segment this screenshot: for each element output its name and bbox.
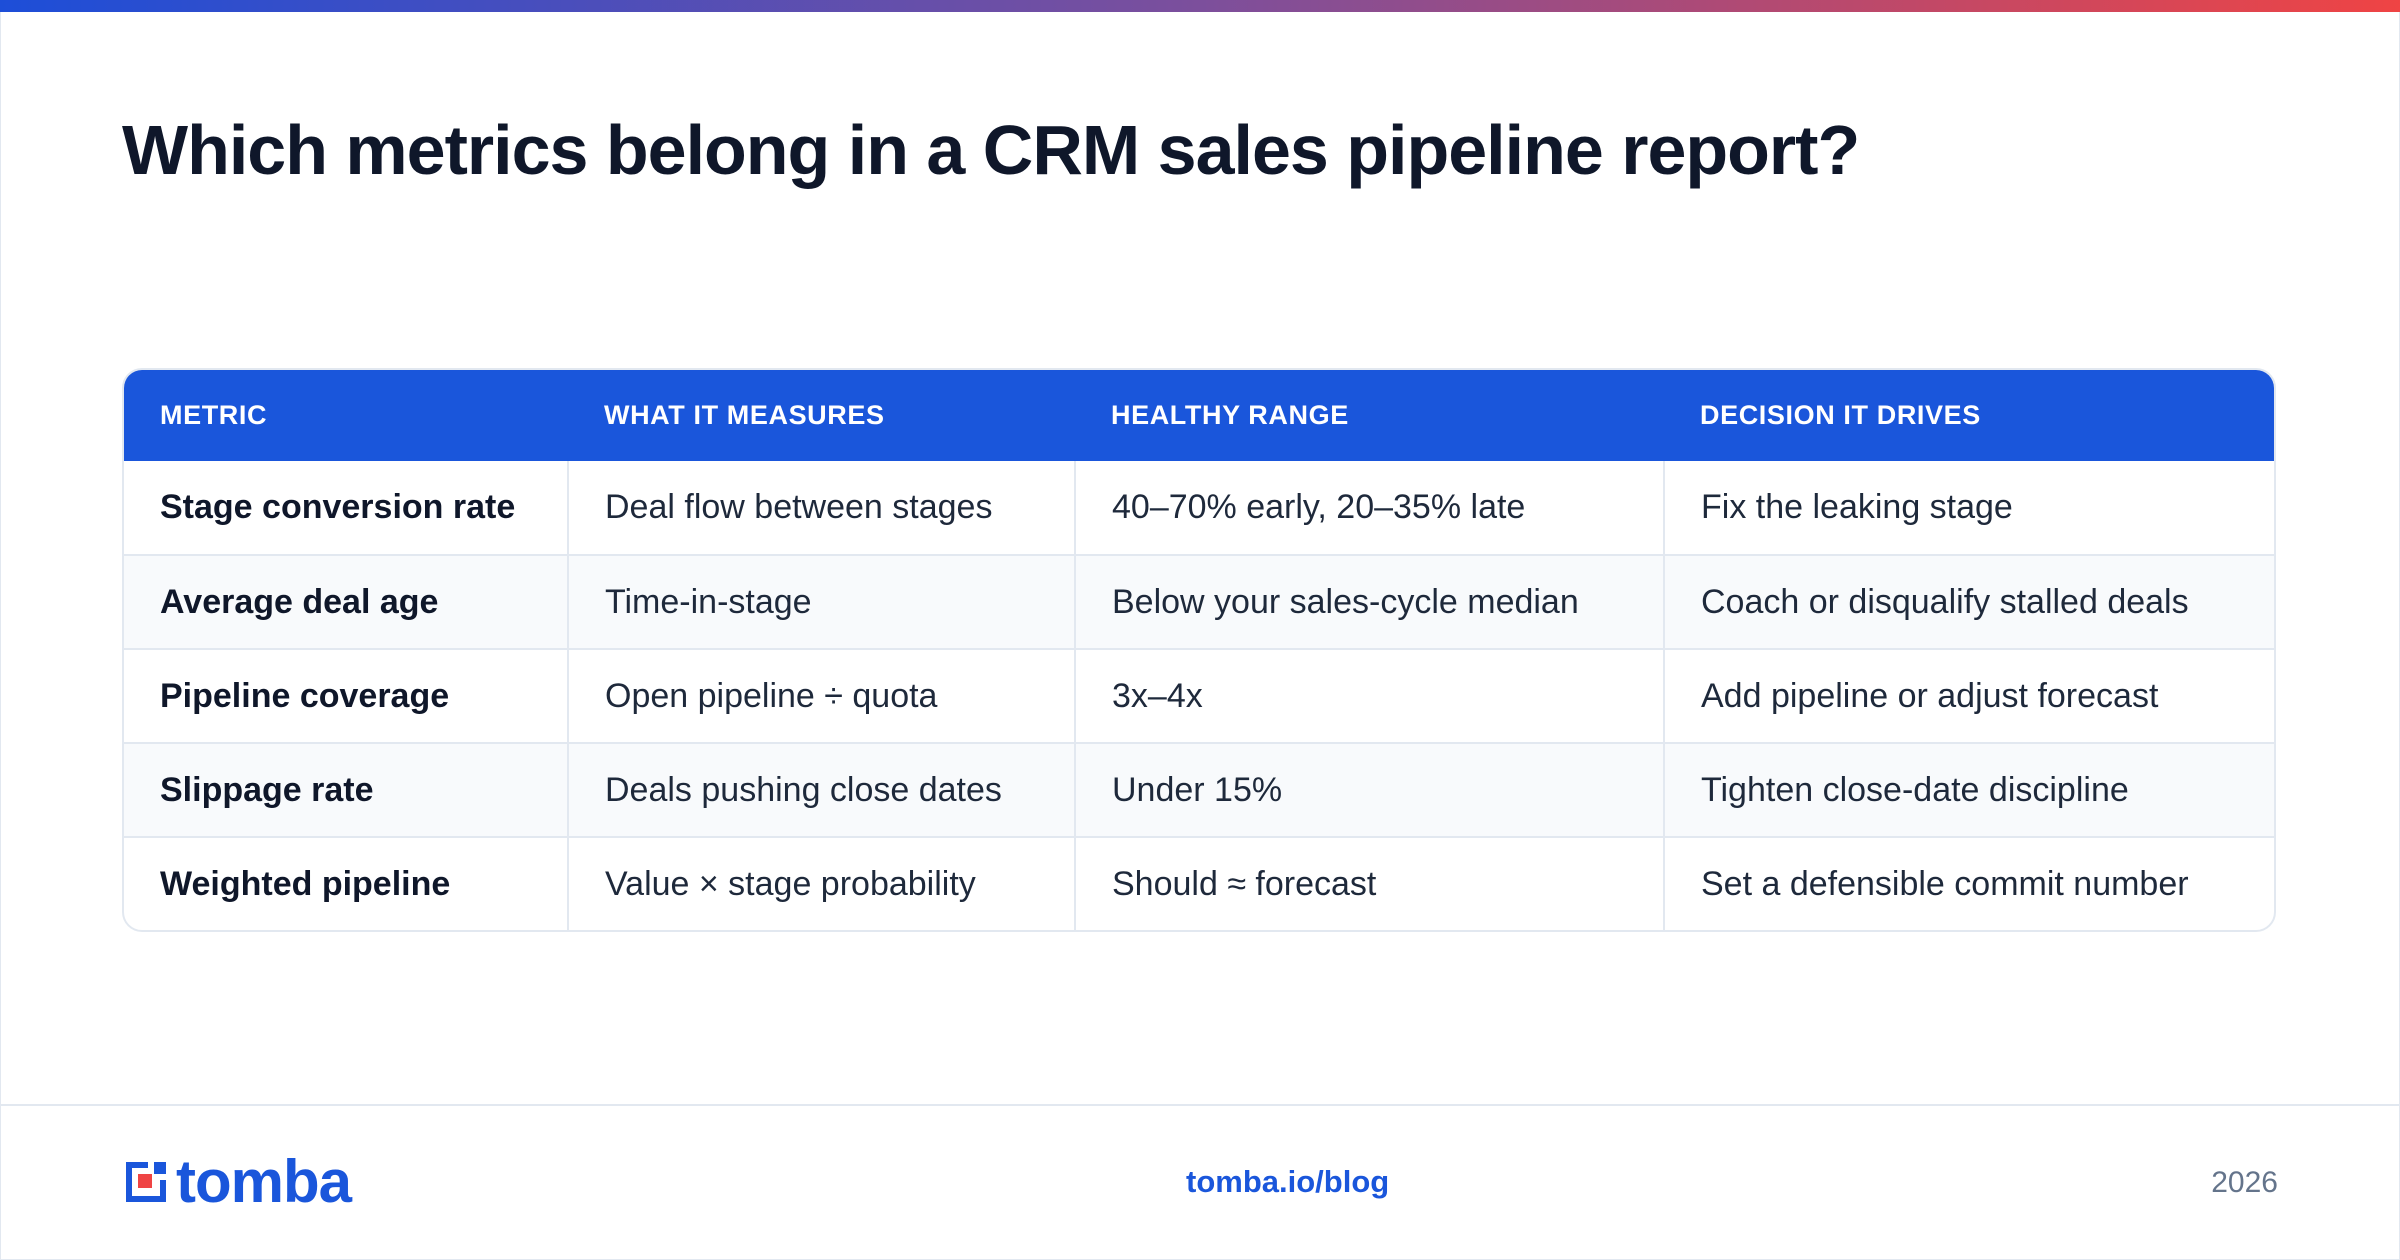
metrics-table-container: METRIC WHAT IT MEASURES HEALTHY RANGE DE… [122,368,2276,932]
cell-measures: Time-in-stage [567,554,1075,649]
cell-range: 40–70% early, 20–35% late [1074,461,1664,555]
tomba-logo-icon [126,1162,166,1202]
cell-measures: Value × stage probability [567,836,1075,930]
cell-decision: Set a defensible commit number [1663,836,2274,930]
top-gradient-bar [0,0,2400,12]
cell-decision: Fix the leaking stage [1663,461,2274,555]
header-decision-it-drives: DECISION IT DRIVES [1700,400,1981,430]
cell-decision: Coach or disqualify stalled deals [1663,554,2274,649]
cell-metric: Average deal age [124,554,568,649]
table-row: Slippage rate Deals pushing close dates … [124,742,2274,837]
cell-range: 3x–4x [1074,648,1664,743]
logo-text: tomba [176,1148,352,1215]
cell-metric: Pipeline coverage [124,648,568,743]
cell-measures: Deal flow between stages [567,461,1075,555]
header-what-it-measures: WHAT IT MEASURES [604,400,885,430]
table-row: Pipeline coverage Open pipeline ÷ quota … [124,648,2274,743]
cell-decision: Add pipeline or adjust forecast [1663,648,2274,743]
table-row: Weighted pipeline Value × stage probabil… [124,836,2274,930]
blog-link[interactable]: tomba.io/blog [1186,1164,1390,1199]
footer-divider [0,1104,2400,1106]
cell-metric: Stage conversion rate [160,488,516,526]
tomba-logo[interactable]: tomba [122,1148,352,1215]
cell-range: Under 15% [1074,742,1664,837]
cell-decision: Tighten close-date discipline [1663,742,2274,837]
table-header-row: METRIC WHAT IT MEASURES HEALTHY RANGE DE… [124,370,2274,461]
cell-range: Should ≈ forecast [1074,836,1664,930]
footer-year: 2026 [2211,1166,2278,1199]
cell-metric: Slippage rate [124,742,568,837]
cell-metric: Weighted pipeline [124,836,568,930]
header-metric: METRIC [160,400,268,430]
table-row: Average deal age Time-in-stage Below you… [124,554,2274,649]
page-title: Which metrics belong in a CRM sales pipe… [122,111,1860,189]
cell-measures: Open pipeline ÷ quota [567,648,1075,743]
table-header: METRIC WHAT IT MEASURES HEALTHY RANGE DE… [124,370,2274,461]
header-healthy-range: HEALTHY RANGE [1111,400,1349,430]
table-body: Stage conversion rate Deal flow between … [124,461,2274,930]
table-row: Stage conversion rate Deal flow between … [124,461,2274,555]
metrics-table: METRIC WHAT IT MEASURES HEALTHY RANGE DE… [124,370,2274,930]
cell-range: Below your sales-cycle median [1074,554,1664,649]
cell-measures: Deals pushing close dates [567,742,1075,837]
